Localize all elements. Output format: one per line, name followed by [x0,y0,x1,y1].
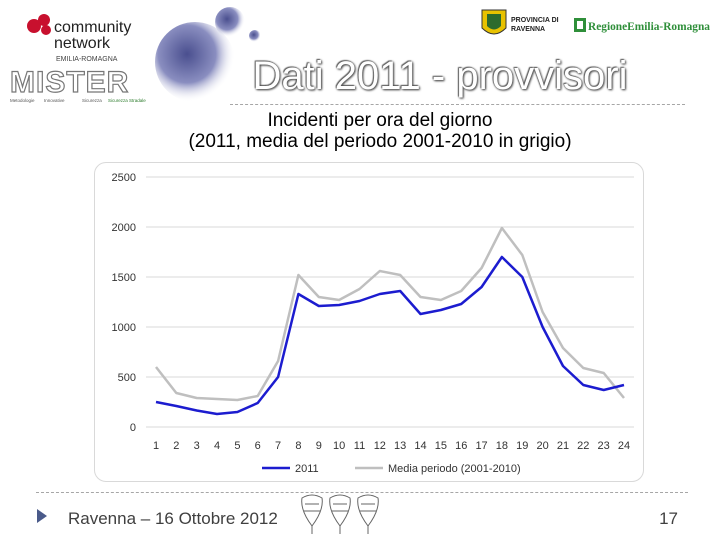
x-tick-label: 7 [275,440,281,452]
regione-logo-text: RegioneEmilia-Romagna [588,21,710,33]
x-tick-label: 8 [295,440,301,452]
mister-caption-3: Sicurezza [82,98,102,103]
series-line-0 [155,255,625,416]
y-tick-label: 2500 [112,172,136,184]
y-tick-label: 2000 [112,222,136,234]
series-line-1 [155,226,625,402]
header-divider [230,104,685,105]
x-tick-label: 5 [234,440,240,452]
legend-label-0: 2011 [295,463,319,475]
x-tick-label: 15 [435,440,447,452]
x-tick-label: 19 [516,440,528,452]
community-logo-line1: community [54,19,131,36]
decorative-dots-graphic [155,7,260,102]
x-tick-label: 10 [333,440,345,452]
chart-title-line2: (2011, media del periodo 2001-2010 in gr… [188,131,572,152]
page-title: Dati 2011 - provvisori [252,54,628,98]
x-tick-label: 2 [173,440,179,452]
x-tick-label: 3 [194,440,200,452]
chart-frame [94,162,644,482]
x-tick-label: 23 [598,440,610,452]
x-tick-label: 14 [414,440,426,452]
mister-logo: MISTER Metodologie Innovative Sicurezza … [9,65,146,103]
x-tick-label: 1 [153,440,159,452]
footer-divider [36,492,688,493]
x-tick-label: 17 [475,440,487,452]
page-number: 17 [659,509,678,528]
chart-title: Incidenti per ora del giorno (2011, medi… [80,110,680,152]
mister-caption-2: Innovative [44,98,65,103]
community-logo-line2: network [54,35,111,52]
balloons-icon [301,494,379,534]
footer-location-date: Ravenna – 16 Ottobre 2012 [68,509,278,528]
y-tick-label: 1000 [112,322,136,334]
provincia-logo-line1: PROVINCIA DI [511,17,559,24]
x-tick-label: 16 [455,440,467,452]
community-network-logo: community network EMILIA-ROMAGNA [27,14,131,63]
x-tick-label: 13 [394,440,406,452]
x-tick-label: 18 [496,440,508,452]
x-tick-label: 22 [577,440,589,452]
x-tick-label: 20 [536,440,548,452]
x-tick-label: 11 [354,440,365,452]
x-tick-label: 21 [557,440,569,452]
x-tick-label: 12 [374,440,386,452]
provincia-ravenna-logo: PROVINCIA DI RAVENNA [481,9,559,35]
x-tick-label: 9 [316,440,322,452]
y-tick-label: 500 [118,372,136,384]
mister-caption-4: Sicurezza Stradale [108,98,146,103]
community-logo-line3: EMILIA-ROMAGNA [56,56,118,63]
x-tick-label: 6 [255,440,261,452]
chart-title-line1: Incidenti per ora del giorno [267,110,493,131]
y-tick-label: 1500 [112,272,136,284]
mister-caption-1: Metodologie [10,98,35,103]
triangle-bullet-icon [37,509,47,523]
x-tick-label: 4 [214,440,220,452]
provincia-logo-line2: RAVENNA [511,26,545,33]
mister-logo-wordmark: MISTER [10,66,129,99]
y-tick-label: 0 [130,422,136,434]
x-tick-label: 24 [618,440,630,452]
legend-label-1: Media periodo (2001-2010) [388,463,521,475]
regione-emilia-romagna-logo: RegioneEmilia-Romagna [574,18,710,33]
